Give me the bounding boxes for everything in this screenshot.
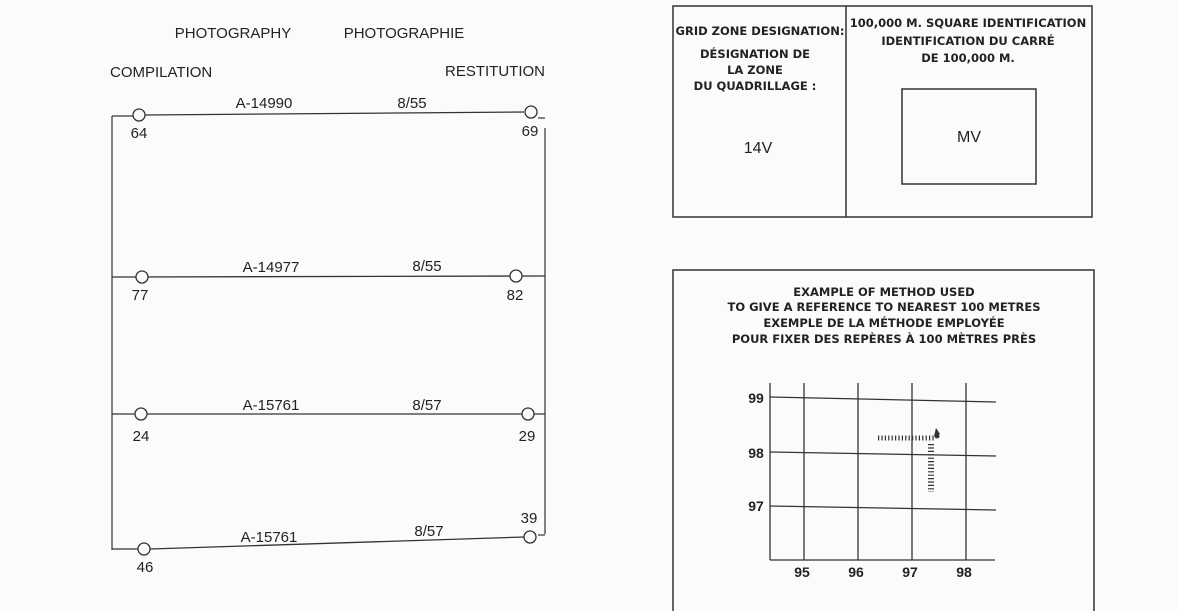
- square-id-box: [901, 88, 1037, 185]
- northing-label: 98: [748, 445, 764, 461]
- easting-label: 97: [902, 564, 918, 580]
- start-photo-number: 77: [132, 287, 149, 304]
- end-photo-number: 69: [522, 123, 539, 140]
- flight-line: A-15761 8/57 46 39: [137, 510, 538, 576]
- grid-zone-value: 14V: [744, 140, 773, 157]
- reference-line: EXEMPLE DE LA MÉTHODE EMPLOYÉE: [763, 315, 1004, 330]
- northing-label: 99: [748, 390, 764, 406]
- grid-designation-box: GRID ZONE DESIGNATION: DÉSIGNATION DE LA…: [672, 5, 1093, 218]
- reference-line: EXAMPLE OF METHOD USED: [793, 285, 974, 299]
- northing-label: 97: [748, 498, 764, 514]
- end-photo-number: 29: [519, 428, 536, 445]
- reference-line: TO GIVE A REFERENCE TO NEAREST 100 METRE…: [727, 300, 1040, 314]
- compilation-label: COMPILATION: [110, 64, 212, 81]
- easting-label: 98: [956, 564, 972, 580]
- photo-point-icon: [524, 105, 538, 119]
- flight-roll: A-14990: [236, 95, 293, 112]
- reference-line: POUR FIXER DES REPÈRES À 100 MÈTRES PRÈS: [732, 331, 1036, 346]
- easting-label: 96: [848, 564, 864, 580]
- photography-diagram: PHOTOGRAPHY PHOTOGRAPHIE COMPILATION RES…: [110, 25, 546, 576]
- photography-title-en: PHOTOGRAPHY: [175, 25, 291, 42]
- flight-roll: A-14977: [243, 259, 300, 276]
- square-id-label-fr: DE 100,000 M.: [921, 51, 1015, 65]
- grid-zone-label-en: GRID ZONE DESIGNATION:: [676, 24, 845, 38]
- photo-point-icon: [521, 407, 535, 421]
- flight-date: 8/57: [414, 523, 443, 540]
- photo-point-icon: [137, 542, 151, 556]
- grid-zone-label-fr: LA ZONE: [727, 63, 783, 77]
- flight-line: A-14990 8/55 64 69: [131, 95, 539, 142]
- grid-zone-label-fr: DÉSIGNATION DE: [700, 46, 810, 61]
- flight-line: A-15761 8/57 24 29: [112, 397, 545, 445]
- easting-label: 95: [794, 564, 810, 580]
- flight-roll: A-15761: [243, 397, 300, 414]
- start-photo-number: 46: [137, 559, 154, 576]
- square-id-label-en: 100,000 M. SQUARE IDENTIFICATION: [850, 16, 1086, 30]
- flight-roll: A-15761: [241, 529, 298, 546]
- square-id-value: MV: [957, 129, 981, 146]
- reference-grid: [769, 383, 997, 561]
- flight-date: 8/55: [397, 95, 426, 112]
- photography-title-fr: PHOTOGRAPHIE: [344, 25, 465, 42]
- photo-point-icon: [523, 530, 537, 544]
- end-photo-number: 82: [507, 287, 524, 304]
- reference-example-box: EXAMPLE OF METHOD USED TO GIVE A REFEREN…: [672, 269, 1095, 611]
- flight-date: 8/57: [412, 397, 441, 414]
- photo-point-icon: [135, 270, 149, 284]
- start-photo-number: 24: [133, 428, 150, 445]
- reference-point-icon: [878, 428, 940, 492]
- flight-line: A-14977 8/55 77 82: [111, 258, 546, 304]
- restitution-label: RESTITUTION: [445, 63, 545, 80]
- photo-point-icon: [509, 269, 523, 283]
- start-photo-number: 64: [131, 125, 148, 142]
- grid-zone-label-fr: DU QUADRILLAGE :: [694, 79, 817, 93]
- end-photo-number: 39: [521, 510, 538, 527]
- photo-point-icon: [132, 108, 146, 122]
- square-id-label-fr: IDENTIFICATION DU CARRÉ: [881, 33, 1054, 48]
- flight-date: 8/55: [412, 258, 441, 275]
- photo-point-icon: [134, 407, 148, 421]
